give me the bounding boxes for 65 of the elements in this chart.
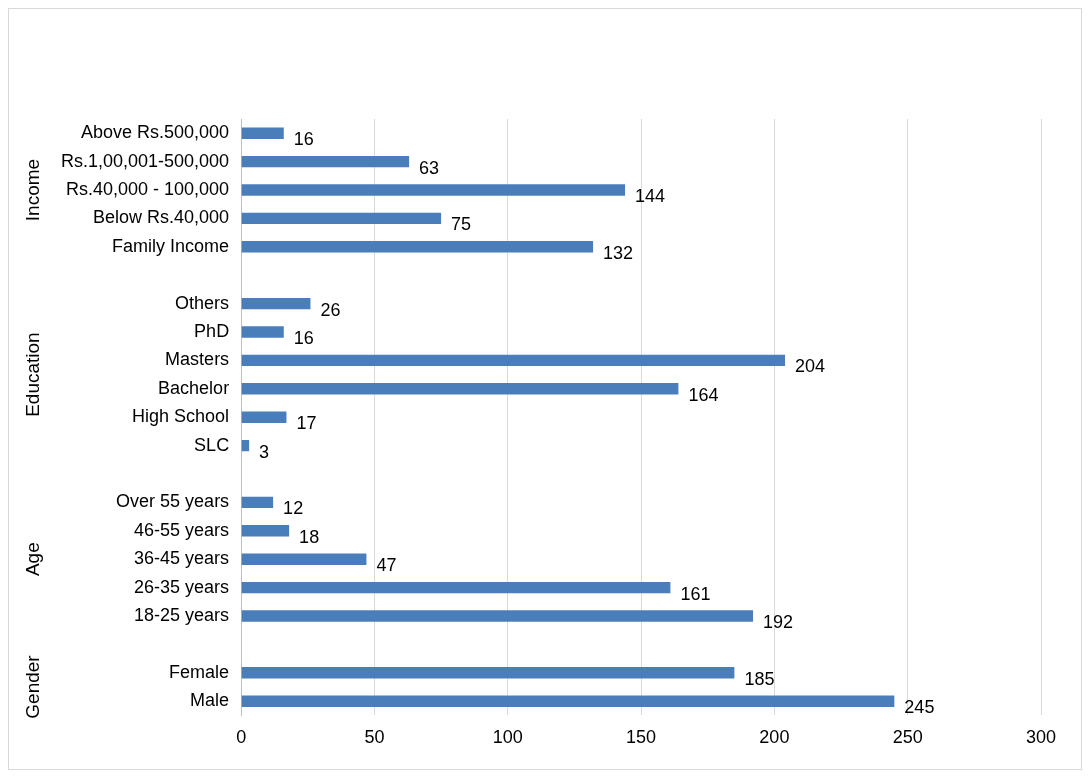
- data-label: 16: [293, 327, 314, 348]
- y-tick-label: SLC: [194, 434, 230, 455]
- x-tick-label: 100: [492, 727, 523, 748]
- data-label: 16: [293, 129, 314, 150]
- y-tick-label: Female: [169, 661, 230, 682]
- y-tick-label: Over 55 years: [116, 491, 230, 512]
- text: Gender: [22, 654, 44, 719]
- bar: [241, 553, 367, 565]
- text: Age: [22, 542, 44, 577]
- bar: [241, 326, 284, 338]
- x-tick-label: 200: [759, 727, 790, 748]
- y-tick-label: Rs.1,00,001-500,000: [60, 150, 230, 171]
- bar: [241, 127, 284, 139]
- y-tick-label: High School: [132, 406, 230, 427]
- data-label: 3: [259, 441, 270, 462]
- data-label: 17: [296, 413, 317, 434]
- text: Education: [22, 332, 44, 417]
- data-label: 164: [688, 384, 719, 405]
- data-label: 161: [680, 583, 711, 604]
- bar: [241, 241, 594, 253]
- bar: [241, 184, 626, 196]
- y-tick-label: PhD: [194, 320, 230, 341]
- data-label: 192: [763, 611, 794, 632]
- y-tick-label: Others: [175, 292, 230, 313]
- x-tick-label: 300: [1025, 727, 1057, 748]
- x-tick-label: 150: [626, 727, 657, 748]
- y-tick-label: 18-25 years: [134, 604, 230, 625]
- bar: [241, 212, 442, 225]
- data-label: 12: [283, 498, 304, 519]
- data-label: 63: [419, 157, 440, 178]
- data-label: 185: [744, 668, 775, 689]
- y-tick-label: Bachelor: [158, 377, 230, 398]
- y-tick-label: 36-45 years: [134, 548, 230, 569]
- data-label: 18: [299, 526, 320, 547]
- bar: [241, 610, 754, 622]
- bar: [241, 667, 735, 679]
- text: Income: [22, 158, 44, 222]
- x-tick-label: 250: [892, 727, 923, 748]
- x-tick-label: 0: [236, 727, 247, 748]
- y-tick-label: Masters: [165, 349, 230, 370]
- bar: [241, 496, 274, 509]
- bar: [241, 581, 671, 594]
- y-tick-label: Rs.40,000 - 100,000: [66, 178, 230, 199]
- bar: [241, 439, 250, 452]
- x-tick-label: 50: [364, 727, 385, 748]
- data-label: 75: [451, 214, 472, 235]
- data-label: 144: [635, 185, 666, 206]
- data-label: 132: [603, 242, 634, 263]
- bar: [241, 155, 410, 168]
- y-tick-label: 46-55 years: [134, 519, 230, 540]
- bar: [241, 354, 786, 367]
- y-tick-label: Family Income: [112, 235, 230, 256]
- bar: [241, 695, 895, 707]
- y-tick-label: 26-35 years: [134, 576, 230, 597]
- data-label: 204: [795, 356, 826, 377]
- y-tick-label: Above Rs.500,000: [81, 122, 230, 143]
- y-tick-label: Below Rs.40,000: [93, 207, 230, 228]
- bar: [241, 297, 311, 310]
- bar: [241, 383, 679, 395]
- bar: [241, 411, 287, 423]
- bar: [241, 525, 290, 537]
- y-tick-label: Male: [190, 690, 230, 711]
- data-label: 47: [376, 555, 397, 576]
- data-label: 26: [320, 299, 341, 320]
- data-label: 245: [904, 697, 935, 718]
